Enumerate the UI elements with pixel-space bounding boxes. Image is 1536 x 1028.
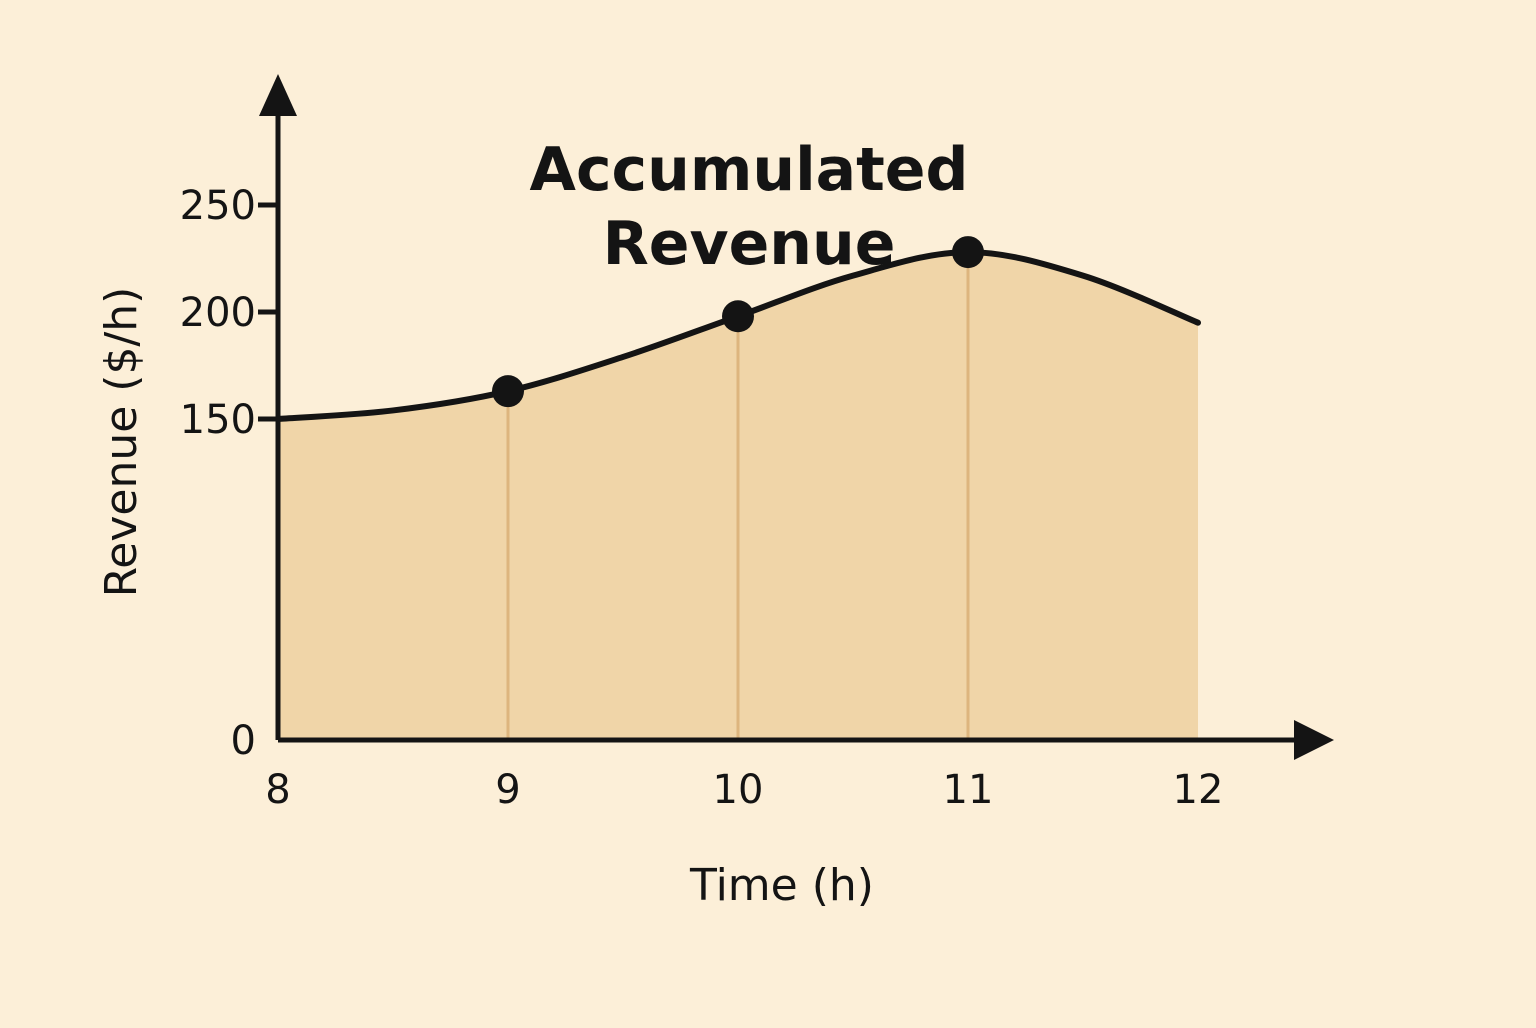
y-axis-label: Revenue ($/h) (96, 287, 147, 598)
drop-lines (506, 252, 970, 740)
data-points (492, 236, 984, 408)
x-tick-label-11: 11 (943, 767, 994, 813)
x-axis-arrow (1294, 720, 1334, 760)
x-axis-label: Time (h) (689, 860, 874, 911)
y-tick-label-0: 0 (231, 718, 256, 764)
x-tick-label-10: 10 (713, 767, 764, 813)
chart-title-line-1: Accumulated (530, 135, 969, 205)
chart-title-line-2: Revenue (603, 209, 896, 279)
x-tick-label-12: 12 (1173, 767, 1224, 813)
x-tick-label-9: 9 (495, 767, 520, 813)
data-point-1 (492, 375, 524, 408)
y-tick-label-150: 150 (180, 397, 256, 443)
tick-labels: 0 150 200 250 8 9 10 11 12 (180, 183, 1224, 813)
data-point-3 (952, 236, 984, 269)
y-axis-arrow (259, 74, 297, 116)
x-tick-label-8: 8 (265, 767, 290, 813)
data-point-2 (722, 300, 754, 333)
y-tick-label-250: 250 (180, 183, 256, 229)
axes (258, 74, 1334, 760)
y-tick-label-200: 200 (180, 290, 256, 336)
